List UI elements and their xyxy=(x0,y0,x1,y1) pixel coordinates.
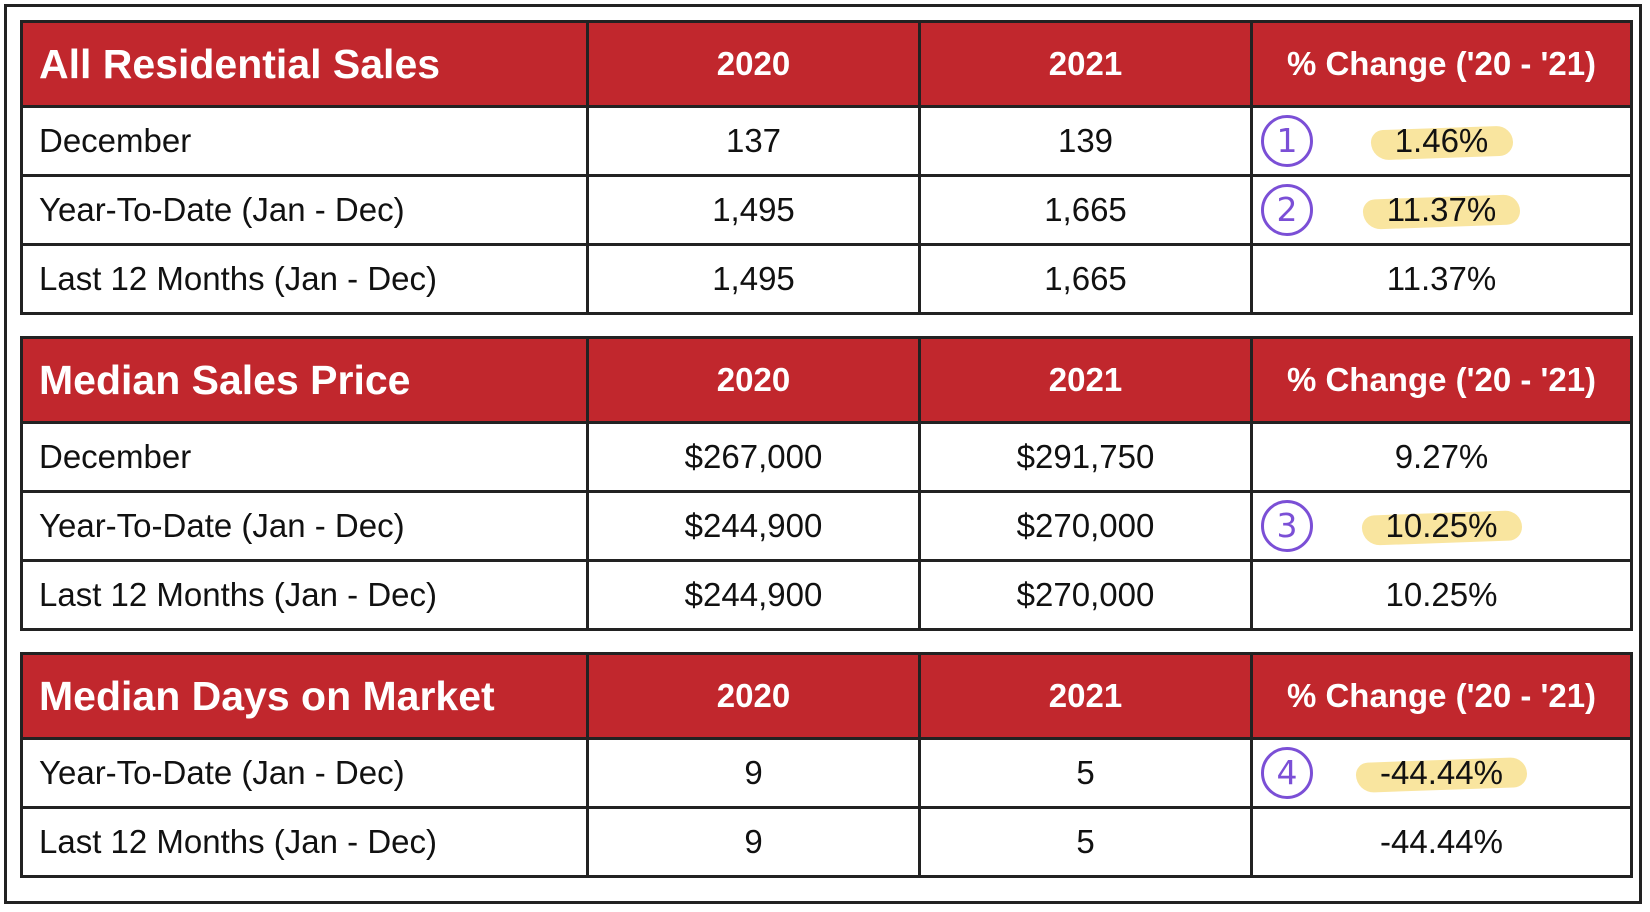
table-residential-sales: All Residential Sales 2020 2021 % Change… xyxy=(20,20,1633,315)
table-median-sales-price: Median Sales Price 2020 2021 % Change ('… xyxy=(20,336,1633,631)
column-header-2020: 2020 xyxy=(586,336,921,424)
table-row: December $267,000 $291,750 9.27% xyxy=(20,421,1633,493)
column-header-change: % Change ('20 - '21) xyxy=(1250,336,1633,424)
row-label: December xyxy=(20,421,589,493)
value-2021: 1,665 xyxy=(918,243,1253,315)
value-2020: 137 xyxy=(586,105,921,177)
highlight-marker: 10.25% xyxy=(1372,507,1512,545)
annotation-number-badge: 2 xyxy=(1261,184,1313,236)
row-label: December xyxy=(20,105,589,177)
column-header-2021: 2021 xyxy=(918,652,1253,740)
table-median-days-on-market: Median Days on Market 2020 2021 % Change… xyxy=(20,652,1633,878)
column-header-change: % Change ('20 - '21) xyxy=(1250,652,1633,740)
row-label: Last 12 Months (Jan - Dec) xyxy=(20,559,589,631)
column-header-2020: 2020 xyxy=(586,652,921,740)
change-value: -44.44% xyxy=(1250,806,1633,878)
value-2021: $291,750 xyxy=(918,421,1253,493)
table-row: Last 12 Months (Jan - Dec) 1,495 1,665 1… xyxy=(20,243,1633,315)
table-title: All Residential Sales xyxy=(20,20,589,108)
column-header-2021: 2021 xyxy=(918,336,1253,424)
value-2020: 1,495 xyxy=(586,174,921,246)
row-label: Last 12 Months (Jan - Dec) xyxy=(20,806,589,878)
annotation-number-badge: 1 xyxy=(1261,115,1313,167)
change-value: -44.44% xyxy=(1380,754,1503,791)
table-row: Year-To-Date (Jan - Dec) $244,900 $270,0… xyxy=(20,490,1633,562)
row-label: Year-To-Date (Jan - Dec) xyxy=(20,737,589,809)
value-2021: 5 xyxy=(918,737,1253,809)
value-2020: $244,900 xyxy=(586,559,921,631)
change-cell: 1 1.46% xyxy=(1250,105,1633,177)
table-header-row: Median Days on Market 2020 2021 % Change… xyxy=(20,652,1633,740)
highlight-marker: 11.37% xyxy=(1373,191,1510,229)
table-header-row: Median Sales Price 2020 2021 % Change ('… xyxy=(20,336,1633,424)
value-2020: 1,495 xyxy=(586,243,921,315)
value-2020: 9 xyxy=(586,737,921,809)
value-2020: $267,000 xyxy=(586,421,921,493)
column-header-2020: 2020 xyxy=(586,20,921,108)
column-header-change: % Change ('20 - '21) xyxy=(1250,20,1633,108)
value-2021: 1,665 xyxy=(918,174,1253,246)
value-2021: 5 xyxy=(918,806,1253,878)
change-cell: 4 -44.44% xyxy=(1250,737,1633,809)
table-row: Year-To-Date (Jan - Dec) 1,495 1,665 2 1… xyxy=(20,174,1633,246)
table-title: Median Days on Market xyxy=(20,652,589,740)
value-2021: $270,000 xyxy=(918,559,1253,631)
annotation-number-badge: 3 xyxy=(1261,500,1313,552)
change-cell: 3 10.25% xyxy=(1250,490,1633,562)
highlight-marker: 1.46% xyxy=(1381,122,1503,160)
change-value: 10.25% xyxy=(1250,559,1633,631)
table-row: Last 12 Months (Jan - Dec) $244,900 $270… xyxy=(20,559,1633,631)
change-value: 9.27% xyxy=(1250,421,1633,493)
change-cell: 2 11.37% xyxy=(1250,174,1633,246)
highlight-marker: -44.44% xyxy=(1366,754,1517,792)
value-2020: 9 xyxy=(586,806,921,878)
row-label: Last 12 Months (Jan - Dec) xyxy=(20,243,589,315)
value-2021: $270,000 xyxy=(918,490,1253,562)
change-value: 1.46% xyxy=(1394,122,1489,159)
table-header-row: All Residential Sales 2020 2021 % Change… xyxy=(20,20,1633,108)
column-header-2021: 2021 xyxy=(918,20,1253,108)
table-title: Median Sales Price xyxy=(20,336,589,424)
table-row: Last 12 Months (Jan - Dec) 9 5 -44.44% xyxy=(20,806,1633,878)
row-label: Year-To-Date (Jan - Dec) xyxy=(20,174,589,246)
row-label: Year-To-Date (Jan - Dec) xyxy=(20,490,589,562)
annotation-number-badge: 4 xyxy=(1261,747,1313,799)
change-value: 11.37% xyxy=(1386,191,1497,228)
change-value: 10.25% xyxy=(1385,507,1498,544)
value-2020: $244,900 xyxy=(586,490,921,562)
value-2021: 139 xyxy=(918,105,1253,177)
change-value: 11.37% xyxy=(1250,243,1633,315)
table-row: Year-To-Date (Jan - Dec) 9 5 4 -44.44% xyxy=(20,737,1633,809)
table-row: December 137 139 1 1.46% xyxy=(20,105,1633,177)
